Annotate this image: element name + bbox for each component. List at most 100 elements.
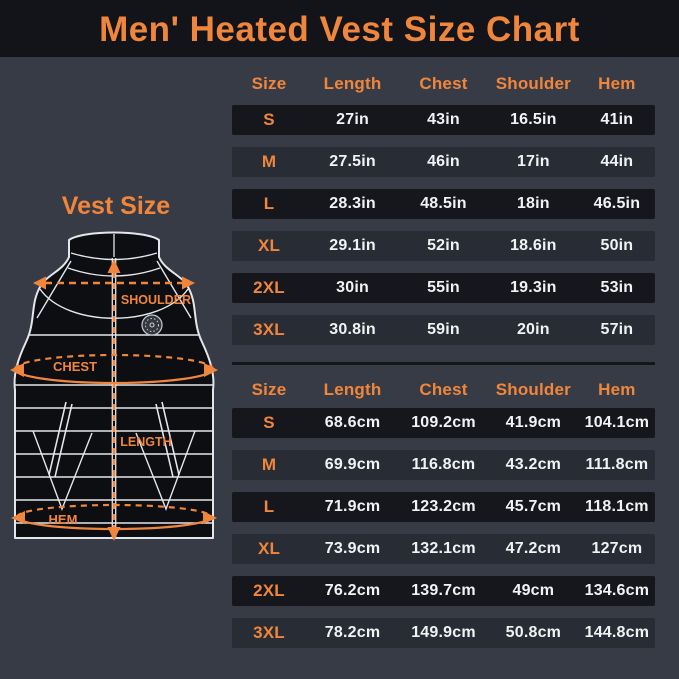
size-label: S: [263, 110, 275, 129]
table-header-row: Size Length Chest Shoulder Hem: [232, 69, 655, 99]
measurement-value: 28.3in: [329, 195, 376, 212]
measurement-value: 111.8cm: [585, 456, 649, 473]
measurement-value: 73.9cm: [324, 540, 381, 557]
measurement-value: 104.1cm: [584, 414, 650, 431]
measurement-value: 134.6cm: [584, 582, 650, 599]
hem-arrow: [11, 503, 217, 531]
size-label: XL: [257, 236, 281, 255]
title-bar: Men' Heated Vest Size Chart: [0, 0, 679, 57]
measurement-value: 44in: [600, 153, 634, 170]
vest-illustration-panel: Vest Size: [0, 57, 232, 679]
column-header: Shoulder: [495, 380, 571, 399]
size-label: XL: [257, 539, 281, 558]
measurement-value: 43.2cm: [505, 456, 562, 473]
column-header: Size: [251, 74, 287, 93]
table-row: XL 73.9cm 132.1cm 47.2cm 127cm: [232, 534, 655, 564]
size-label: 3XL: [253, 623, 285, 642]
measurement-value: 20in: [516, 321, 550, 338]
measurement-value: 53in: [600, 279, 634, 296]
column-header: Length: [323, 74, 382, 93]
measurement-value: 76.2cm: [324, 582, 381, 599]
size-table-inches: Size Length Chest Shoulder Hem S 27in 43in 16.5i…: [232, 69, 655, 357]
chest-label: CHEST: [53, 359, 97, 374]
shoulder-label: SHOULDER: [121, 293, 191, 307]
measurement-value: 47.2cm: [505, 540, 562, 557]
measurement-value: 139.7cm: [411, 582, 476, 599]
column-header: Shoulder: [495, 74, 571, 93]
column-header: Size: [251, 380, 287, 399]
table-row: L 71.9cm 123.2cm 45.7cm 118.1cm: [232, 492, 655, 522]
column-header: Length: [323, 380, 382, 399]
measurement-value: 46.5in: [593, 195, 641, 212]
measurement-value: 19.3in: [510, 279, 557, 296]
measurement-value: 127cm: [591, 540, 643, 557]
size-tables-panel: Size Length Chest Shoulder Hem S 27in 43in 16.5i…: [232, 57, 655, 679]
measurement-value: 50in: [600, 237, 634, 254]
measurement-value: 43in: [427, 111, 460, 128]
measurement-value: 68.6cm: [324, 414, 381, 431]
size-label: S: [263, 413, 275, 432]
column-header: Chest: [419, 74, 468, 93]
size-label: M: [261, 455, 277, 474]
measurement-value: 123.2cm: [411, 498, 476, 515]
size-label: L: [263, 497, 275, 516]
table-row: M 27.5in 46in 17in 44in: [232, 147, 655, 177]
size-label: 2XL: [253, 581, 285, 600]
measurement-value: 18in: [516, 195, 550, 212]
measurement-value: 116.8cm: [411, 456, 476, 473]
size-label: L: [263, 194, 275, 213]
measurement-value: 46in: [427, 153, 460, 170]
table-header-row: Size Length Chest Shoulder Hem: [232, 375, 655, 405]
measurement-value: 30.8in: [329, 321, 376, 338]
measurement-value: 16.5in: [510, 111, 557, 128]
table-row: M 69.9cm 116.8cm 43.2cm 111.8cm: [232, 450, 655, 480]
table-row: S 68.6cm 109.2cm 41.9cm 104.1cm: [232, 408, 655, 438]
zipper: [111, 234, 117, 537]
measurement-value: 27in: [336, 111, 369, 128]
measurement-value: 52in: [427, 237, 460, 254]
size-label: 2XL: [253, 278, 285, 297]
measurement-value: 30in: [336, 279, 369, 296]
power-button-icon: [141, 314, 163, 336]
measurement-value: 59in: [427, 321, 460, 338]
measurement-value: 45.7cm: [505, 498, 562, 515]
shoulder-arrow: [33, 276, 195, 290]
table-row: XL 29.1in 52in 18.6in 50in: [232, 231, 655, 261]
measurement-value: 55in: [427, 279, 460, 296]
measurement-value: 118.1cm: [585, 498, 649, 515]
measurement-value: 144.8cm: [584, 624, 650, 641]
size-table-cm: Size Length Chest Shoulder Hem S 68.6cm 109.2cm…: [232, 375, 655, 660]
table-row: 3XL 78.2cm 149.9cm 50.8cm 144.8cm: [232, 618, 655, 648]
table-row: 2XL 30in 55in 19.3in 53in: [232, 273, 655, 303]
column-header: Chest: [419, 380, 468, 399]
measurement-value: 109.2cm: [411, 414, 476, 431]
measurement-value: 48.5in: [420, 195, 467, 212]
measurement-value: 57in: [600, 321, 634, 338]
page-title: Men' Heated Vest Size Chart: [99, 10, 580, 49]
measurement-value: 71.9cm: [324, 498, 381, 515]
length-arrow: [107, 259, 121, 541]
measurement-value: 18.6in: [510, 237, 557, 254]
measurement-value: 50.8cm: [505, 624, 562, 641]
table-row: S 27in 43in 16.5in 41in: [232, 105, 655, 135]
vest-illustration-icon: SHOULDER CHEST LENGTH: [10, 231, 218, 541]
table-separator: [232, 362, 655, 365]
measurement-value: 41in: [600, 111, 634, 128]
measurement-value: 69.9cm: [324, 456, 381, 473]
measurement-value: 41.9cm: [505, 414, 562, 431]
measurement-value: 132.1cm: [411, 540, 476, 557]
measurement-value: 29.1in: [329, 237, 376, 254]
measurement-value: 49cm: [512, 582, 555, 599]
column-header: Hem: [598, 380, 636, 399]
measurement-value: 27.5in: [329, 153, 376, 170]
size-label: M: [261, 152, 277, 171]
column-header: Hem: [598, 74, 636, 93]
table-row: 2XL 76.2cm 139.7cm 49cm 134.6cm: [232, 576, 655, 606]
measurement-value: 17in: [516, 153, 550, 170]
size-label: 3XL: [253, 320, 285, 339]
vest-size-heading: Vest Size: [61, 192, 171, 220]
length-label: LENGTH: [120, 435, 171, 449]
table-row: L 28.3in 48.5in 18in 46.5in: [232, 189, 655, 219]
measurement-value: 149.9cm: [411, 624, 476, 641]
